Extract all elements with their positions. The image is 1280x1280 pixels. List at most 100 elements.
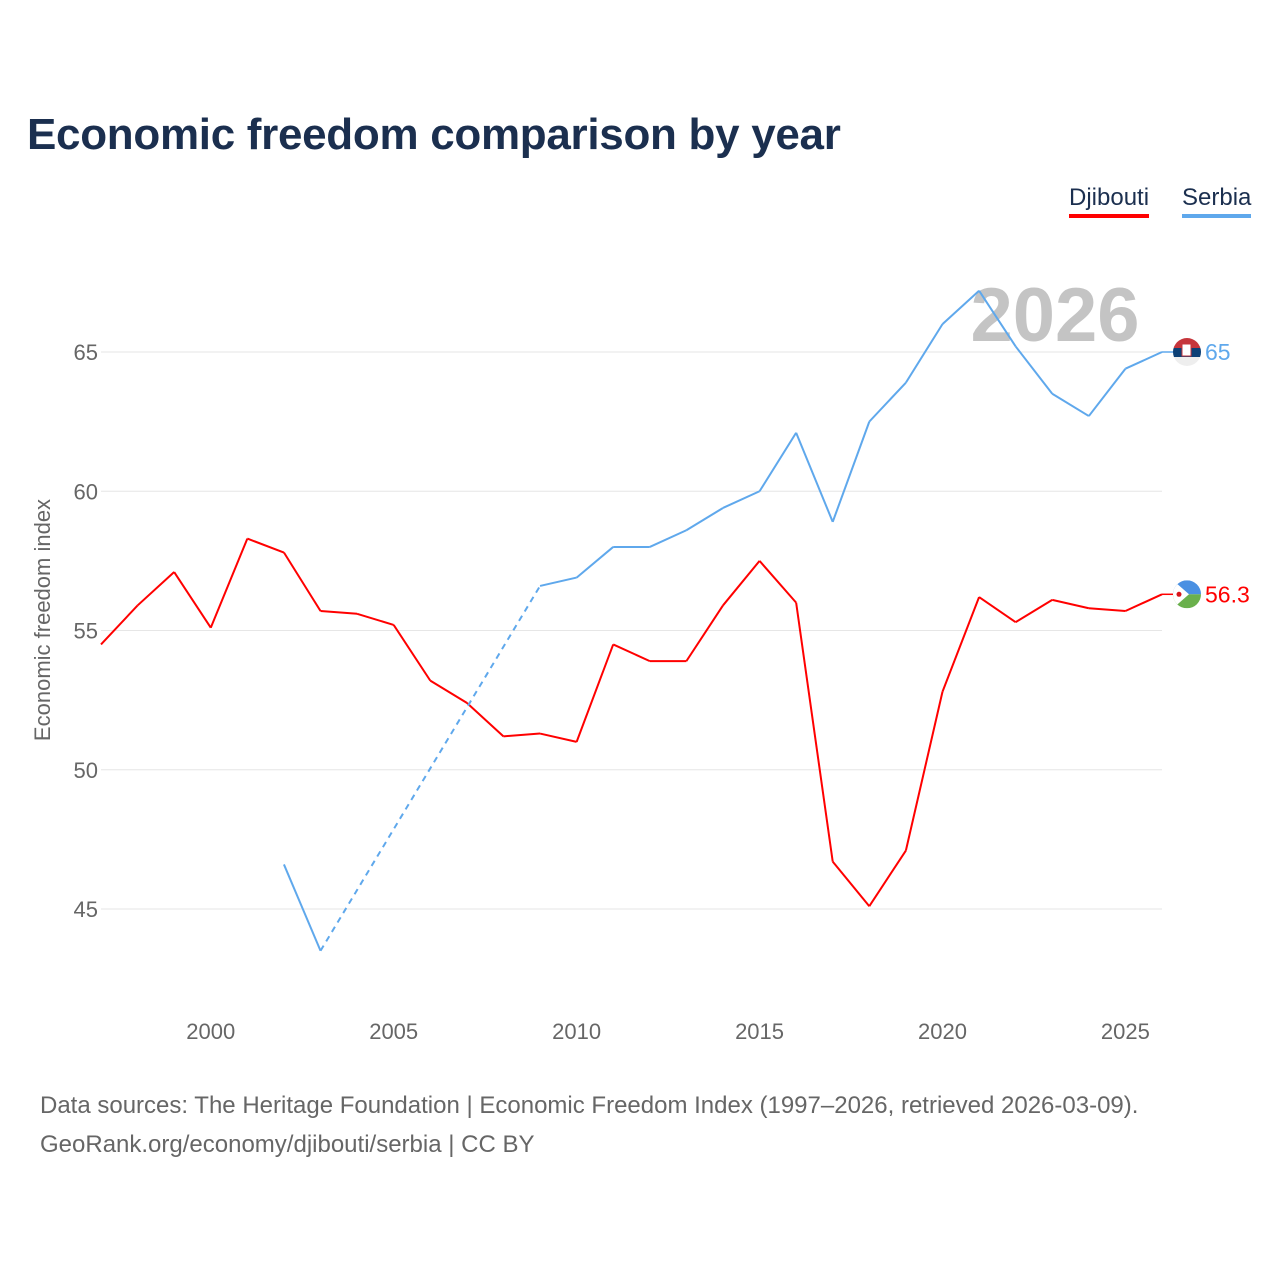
- line-segment-djibouti: [575, 644, 615, 743]
- line-segment-djibouti: [392, 624, 432, 682]
- line-segment-djibouti: [1088, 607, 1126, 613]
- data-point-serbia[interactable]: [1086, 413, 1092, 419]
- djibouti-flag-icon: [1173, 580, 1201, 609]
- y-tick-label: 65: [74, 340, 98, 365]
- line-segment-serbia: [1088, 368, 1127, 417]
- line-segment-djibouti: [429, 679, 468, 704]
- footer-url: GeoRank.org/economy/djibouti/serbia | CC…: [40, 1131, 535, 1158]
- legend-serbia[interactable]: Serbia: [1182, 184, 1252, 218]
- data-point-djibouti[interactable]: [281, 550, 287, 556]
- data-point-serbia[interactable]: [537, 583, 543, 589]
- x-tick-label: 2000: [186, 1019, 235, 1044]
- data-point-serbia[interactable]: [903, 380, 909, 386]
- chart-title: Economic freedom comparison by year: [27, 110, 841, 159]
- line-segment-serbia: [539, 576, 577, 587]
- line-segment-djibouti: [246, 537, 285, 554]
- line-segment-serbia: [758, 432, 797, 492]
- line-segment-serbia: [649, 529, 687, 548]
- y-tick-label: 60: [74, 479, 98, 504]
- line-segment-serbia: [905, 323, 944, 384]
- data-point-djibouti[interactable]: [427, 678, 433, 684]
- data-point-djibouti[interactable]: [500, 733, 506, 739]
- data-point-djibouti[interactable]: [98, 641, 104, 647]
- data-point-djibouti[interactable]: [354, 611, 360, 617]
- data-point-serbia[interactable]: [318, 948, 324, 954]
- end-label-djibouti: 56.3: [1205, 581, 1250, 607]
- line-segment-djibouti: [320, 610, 358, 615]
- data-point-djibouti[interactable]: [1049, 597, 1055, 603]
- data-point-djibouti[interactable]: [135, 602, 141, 608]
- x-tick-label: 2020: [918, 1019, 967, 1044]
- data-point-serbia[interactable]: [683, 527, 689, 533]
- data-point-djibouti[interactable]: [1013, 619, 1019, 625]
- data-point-serbia[interactable]: [976, 288, 982, 294]
- data-point-djibouti[interactable]: [939, 689, 945, 695]
- footer: Data sources: The Heritage Foundation | …: [40, 1086, 1138, 1164]
- data-point-serbia[interactable]: [1122, 366, 1128, 372]
- line-segment-djibouti: [283, 551, 322, 612]
- y-tick-label: 55: [74, 619, 98, 644]
- data-point-djibouti[interactable]: [318, 608, 324, 614]
- x-tick-label: 2005: [369, 1019, 418, 1044]
- data-point-serbia[interactable]: [610, 544, 616, 550]
- data-point-serbia[interactable]: [830, 519, 836, 525]
- data-point-serbia[interactable]: [757, 488, 763, 494]
- data-point-serbia[interactable]: [647, 544, 653, 550]
- data-point-serbia[interactable]: [281, 861, 287, 867]
- data-point-serbia[interactable]: [1049, 391, 1055, 397]
- line-segment-djibouti: [100, 604, 139, 646]
- y-axis-label: Economic freedom index: [30, 499, 55, 741]
- line-segment-djibouti: [685, 604, 724, 662]
- serbia-flag-icon: [1173, 338, 1201, 366]
- data-point-djibouti[interactable]: [903, 848, 909, 854]
- line-segment-djibouti: [503, 732, 541, 738]
- line-segment-serbia: [283, 864, 322, 952]
- line-segment-djibouti: [539, 732, 577, 743]
- line-segment-djibouti: [466, 702, 505, 738]
- data-point-serbia[interactable]: [793, 430, 799, 436]
- end-label-serbia: 65: [1205, 339, 1231, 365]
- data-point-serbia[interactable]: [866, 419, 872, 425]
- line-segment-djibouti: [136, 571, 175, 607]
- line-segment-djibouti: [722, 560, 761, 607]
- data-point-djibouti[interactable]: [866, 903, 872, 909]
- year-watermark: 2026: [970, 273, 1139, 358]
- line-segment-serbia: [941, 289, 980, 325]
- data-point-djibouti[interactable]: [757, 558, 763, 564]
- data-point-djibouti[interactable]: [1086, 605, 1092, 611]
- data-point-serbia[interactable]: [1013, 343, 1019, 349]
- data-point-djibouti[interactable]: [1122, 608, 1128, 614]
- data-point-djibouti[interactable]: [683, 658, 689, 664]
- data-point-serbia[interactable]: [574, 575, 580, 581]
- line-segment-serbia: [1124, 351, 1163, 370]
- line-segment-djibouti: [1015, 599, 1053, 623]
- line-segment-djibouti: [795, 602, 834, 862]
- line-segment-djibouti: [173, 571, 212, 629]
- line-segment-djibouti: [1052, 598, 1090, 610]
- line-segment-djibouti: [831, 861, 871, 907]
- line-segment-djibouti: [904, 691, 944, 851]
- line-segment-serbia: [868, 381, 907, 423]
- y-tick-label: 50: [74, 758, 98, 783]
- line-segment-serbia: [1014, 345, 1054, 395]
- data-point-djibouti[interactable]: [647, 658, 653, 664]
- legend-djibouti[interactable]: Djibouti: [1069, 184, 1150, 218]
- line-segment-djibouti: [612, 643, 651, 663]
- data-point-djibouti[interactable]: [976, 594, 982, 600]
- data-point-serbia[interactable]: [939, 321, 945, 327]
- data-point-djibouti[interactable]: [720, 602, 726, 608]
- data-point-djibouti[interactable]: [391, 622, 397, 628]
- data-point-djibouti[interactable]: [830, 859, 836, 865]
- line-segment-djibouti: [978, 596, 1017, 623]
- data-point-djibouti[interactable]: [574, 739, 580, 745]
- data-point-djibouti[interactable]: [610, 641, 616, 647]
- data-point-djibouti[interactable]: [171, 569, 177, 575]
- data-point-serbia[interactable]: [720, 505, 726, 511]
- data-point-djibouti[interactable]: [537, 731, 543, 737]
- data-point-djibouti[interactable]: [793, 600, 799, 606]
- data-point-djibouti[interactable]: [244, 536, 250, 542]
- line-segment-djibouti: [758, 560, 797, 604]
- data-point-djibouti[interactable]: [208, 625, 214, 631]
- x-tick-label: 2010: [552, 1019, 601, 1044]
